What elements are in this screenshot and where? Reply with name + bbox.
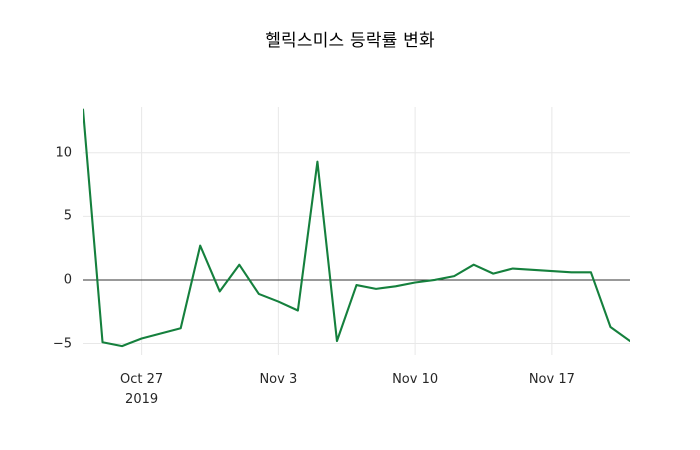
x-tick-label-year: 2019: [125, 392, 159, 407]
y-tick-label: 0: [63, 272, 72, 288]
x-tick-label: Nov 10: [392, 370, 438, 390]
x-tick-label: Nov 17: [529, 370, 575, 390]
x-tick-label-primary: Oct 27: [120, 372, 164, 387]
y-tick-label: 10: [55, 145, 72, 161]
line-chart-svg: [83, 107, 630, 355]
x-tick-label-primary: Nov 10: [392, 372, 439, 387]
data-series-line: [83, 108, 630, 348]
gridlines: [83, 107, 630, 355]
y-tick-label: 5: [63, 208, 72, 224]
x-tick-label: Oct 27 2019: [120, 370, 163, 410]
x-axis: Oct 27 2019 Nov 3 Nov 10 Nov 17: [0, 370, 700, 420]
x-tick-label-primary: Nov 17: [528, 372, 575, 387]
x-tick-label: Nov 3: [259, 370, 297, 390]
plot-area: [83, 107, 630, 355]
page-title: 헬릭스미스 등락률 변화: [265, 31, 435, 51]
y-axis: 10 5 0 −5: [0, 107, 72, 355]
y-tick-label: −5: [52, 336, 72, 352]
x-tick-label-primary: Nov 3: [259, 372, 298, 387]
